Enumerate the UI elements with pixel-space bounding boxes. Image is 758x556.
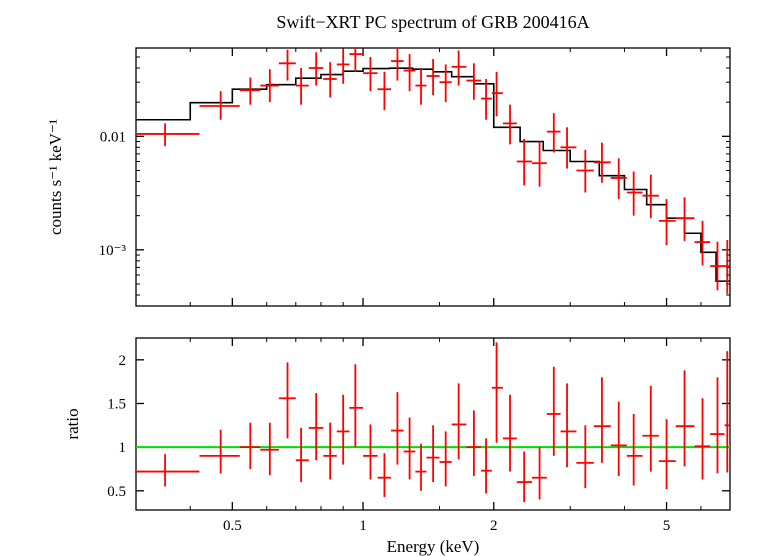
x-tick-label: 2 bbox=[490, 518, 498, 534]
model-step-line bbox=[136, 68, 730, 281]
ratio-tick-label: 1.5 bbox=[107, 396, 126, 412]
ratio-tick-label: 2 bbox=[119, 353, 127, 369]
y-tick-label: 0.01 bbox=[100, 129, 126, 145]
x-tick-label: 1 bbox=[359, 518, 367, 534]
ratio-tick-label: 1 bbox=[119, 440, 127, 456]
x-tick-label: 0.5 bbox=[223, 518, 242, 534]
y-axis-label-top: counts s⁻¹ keV⁻¹ bbox=[46, 119, 65, 235]
y-tick-label: 10⁻³ bbox=[99, 243, 127, 259]
x-axis-label: Energy (keV) bbox=[387, 537, 480, 556]
ratio-panel-frame bbox=[136, 338, 730, 510]
ratio-tick-label: 0.5 bbox=[107, 484, 126, 500]
chart-title: Swift−XRT PC spectrum of GRB 200416A bbox=[276, 12, 589, 32]
x-tick-label: 5 bbox=[663, 518, 671, 534]
y-axis-label-bottom: ratio bbox=[63, 408, 82, 439]
spectrum-data bbox=[136, 39, 730, 294]
